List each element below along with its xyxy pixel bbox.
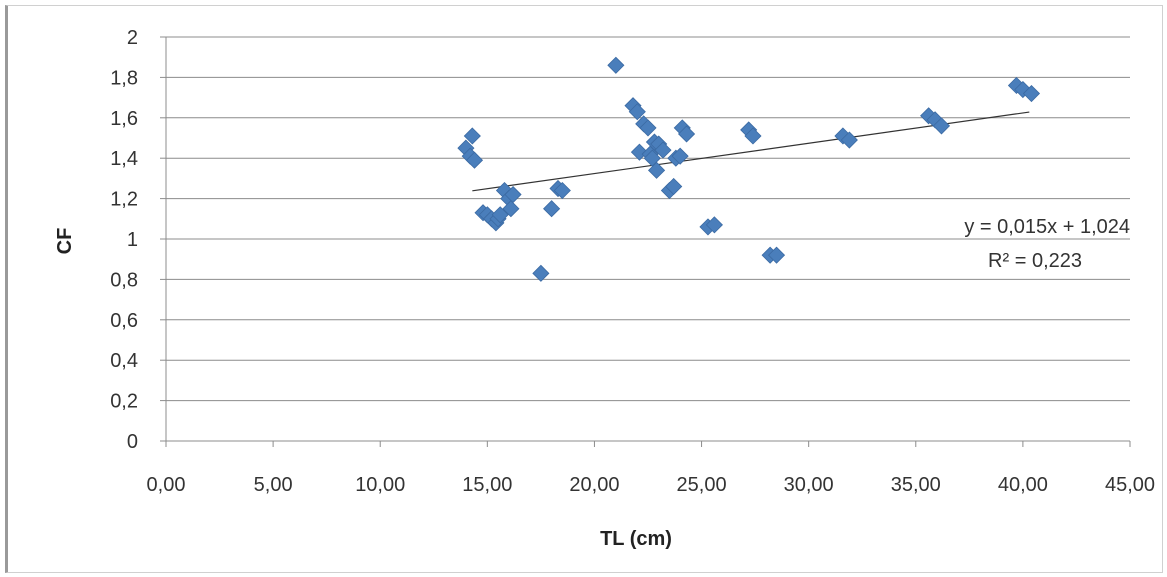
- x-tick-label: 10,00: [355, 474, 405, 496]
- data-point: [465, 151, 484, 169]
- x-tick-labels: 0,00 5,00 10,00 15,00 20,00 25,00 30,00 35,00 40…: [147, 474, 1156, 496]
- x-tick-label: 0,00: [147, 474, 186, 496]
- y-tick-labels: 0 0,2 0,4 0,6 0,8 1 1,2 1,4 1,6 1,8 2: [110, 27, 138, 453]
- x-tick-label: 35,00: [891, 474, 941, 496]
- data-point: [744, 127, 762, 145]
- data-point: [677, 125, 696, 143]
- y-tick-label: 1,6: [110, 108, 138, 130]
- gridlines: [166, 36, 1130, 402]
- y-tick-label: 0,6: [110, 310, 138, 332]
- data-points: [457, 56, 1041, 282]
- data-point: [705, 216, 723, 234]
- x-tick-label: 30,00: [784, 474, 834, 496]
- y-tick-label: 0: [127, 431, 138, 453]
- x-tick-label: 5,00: [254, 474, 293, 496]
- y-tick-label: 1,8: [110, 67, 138, 89]
- data-point: [1022, 84, 1041, 103]
- trendline-equation: y = 0,015x + 1,024: [964, 216, 1130, 238]
- chart-frame: [5, 5, 1163, 573]
- data-point: [553, 181, 571, 200]
- y-tick-label: 2: [127, 27, 138, 49]
- data-point: [840, 131, 858, 149]
- data-point: [463, 127, 481, 145]
- y-tick-label: 1: [127, 229, 138, 251]
- data-point: [491, 206, 509, 224]
- y-tick-label: 1,4: [110, 148, 138, 170]
- data-point: [648, 161, 666, 179]
- y-tick-label: 0,4: [110, 350, 138, 372]
- y-tick-label: 0,8: [110, 269, 138, 291]
- data-point: [671, 147, 689, 165]
- y-tick-label: 0,2: [110, 391, 138, 413]
- data-point: [607, 56, 625, 74]
- data-point: [532, 264, 550, 282]
- data-point: [630, 143, 648, 161]
- x-tick-label: 15,00: [462, 474, 512, 496]
- data-point: [654, 141, 672, 159]
- x-axis-title: TL (cm): [600, 528, 672, 550]
- trendline-r-squared: R² = 0,223: [988, 250, 1082, 272]
- x-tick-label: 25,00: [677, 474, 727, 496]
- data-point: [502, 200, 520, 218]
- x-tick-label: 40,00: [998, 474, 1048, 496]
- data-point: [932, 117, 951, 135]
- data-point: [543, 200, 561, 218]
- x-tick-label: 45,00: [1105, 474, 1155, 496]
- y-tick-label: 1,2: [110, 189, 138, 211]
- x-tick-label: 20,00: [569, 474, 619, 496]
- data-point: [665, 177, 683, 196]
- data-point: [639, 119, 657, 137]
- data-point: [767, 246, 786, 264]
- axes: [160, 36, 1131, 447]
- data-point: [628, 103, 646, 121]
- y-axis-title: CF: [54, 228, 76, 255]
